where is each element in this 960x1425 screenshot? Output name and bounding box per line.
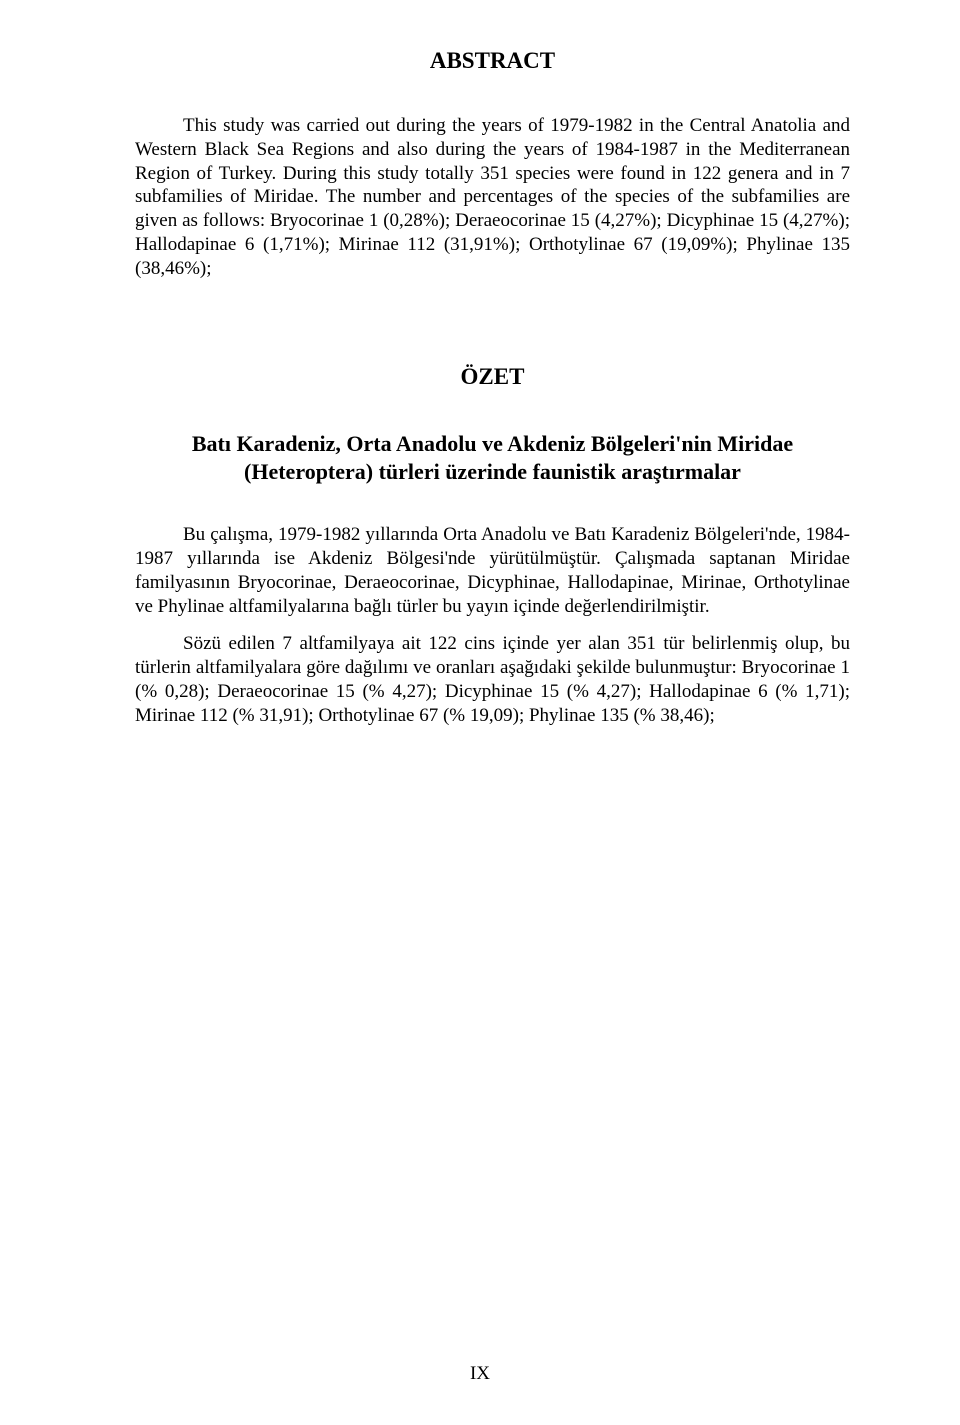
abstract-heading: ABSTRACT [135,48,850,74]
abstract-paragraph-1: This study was carried out during the ye… [135,114,850,280]
section-spacer [135,294,850,364]
ozet-heading: ÖZET [135,364,850,390]
ozet-subheading: Batı Karadeniz, Orta Anadolu ve Akdeniz … [150,430,835,485]
ozet-paragraph-2: Sözü edilen 7 altfamilyaya ait 122 cins … [135,632,850,727]
ozet-paragraph-1: Bu çalışma, 1979-1982 yıllarında Orta An… [135,523,850,618]
page-number: IX [0,1363,960,1385]
